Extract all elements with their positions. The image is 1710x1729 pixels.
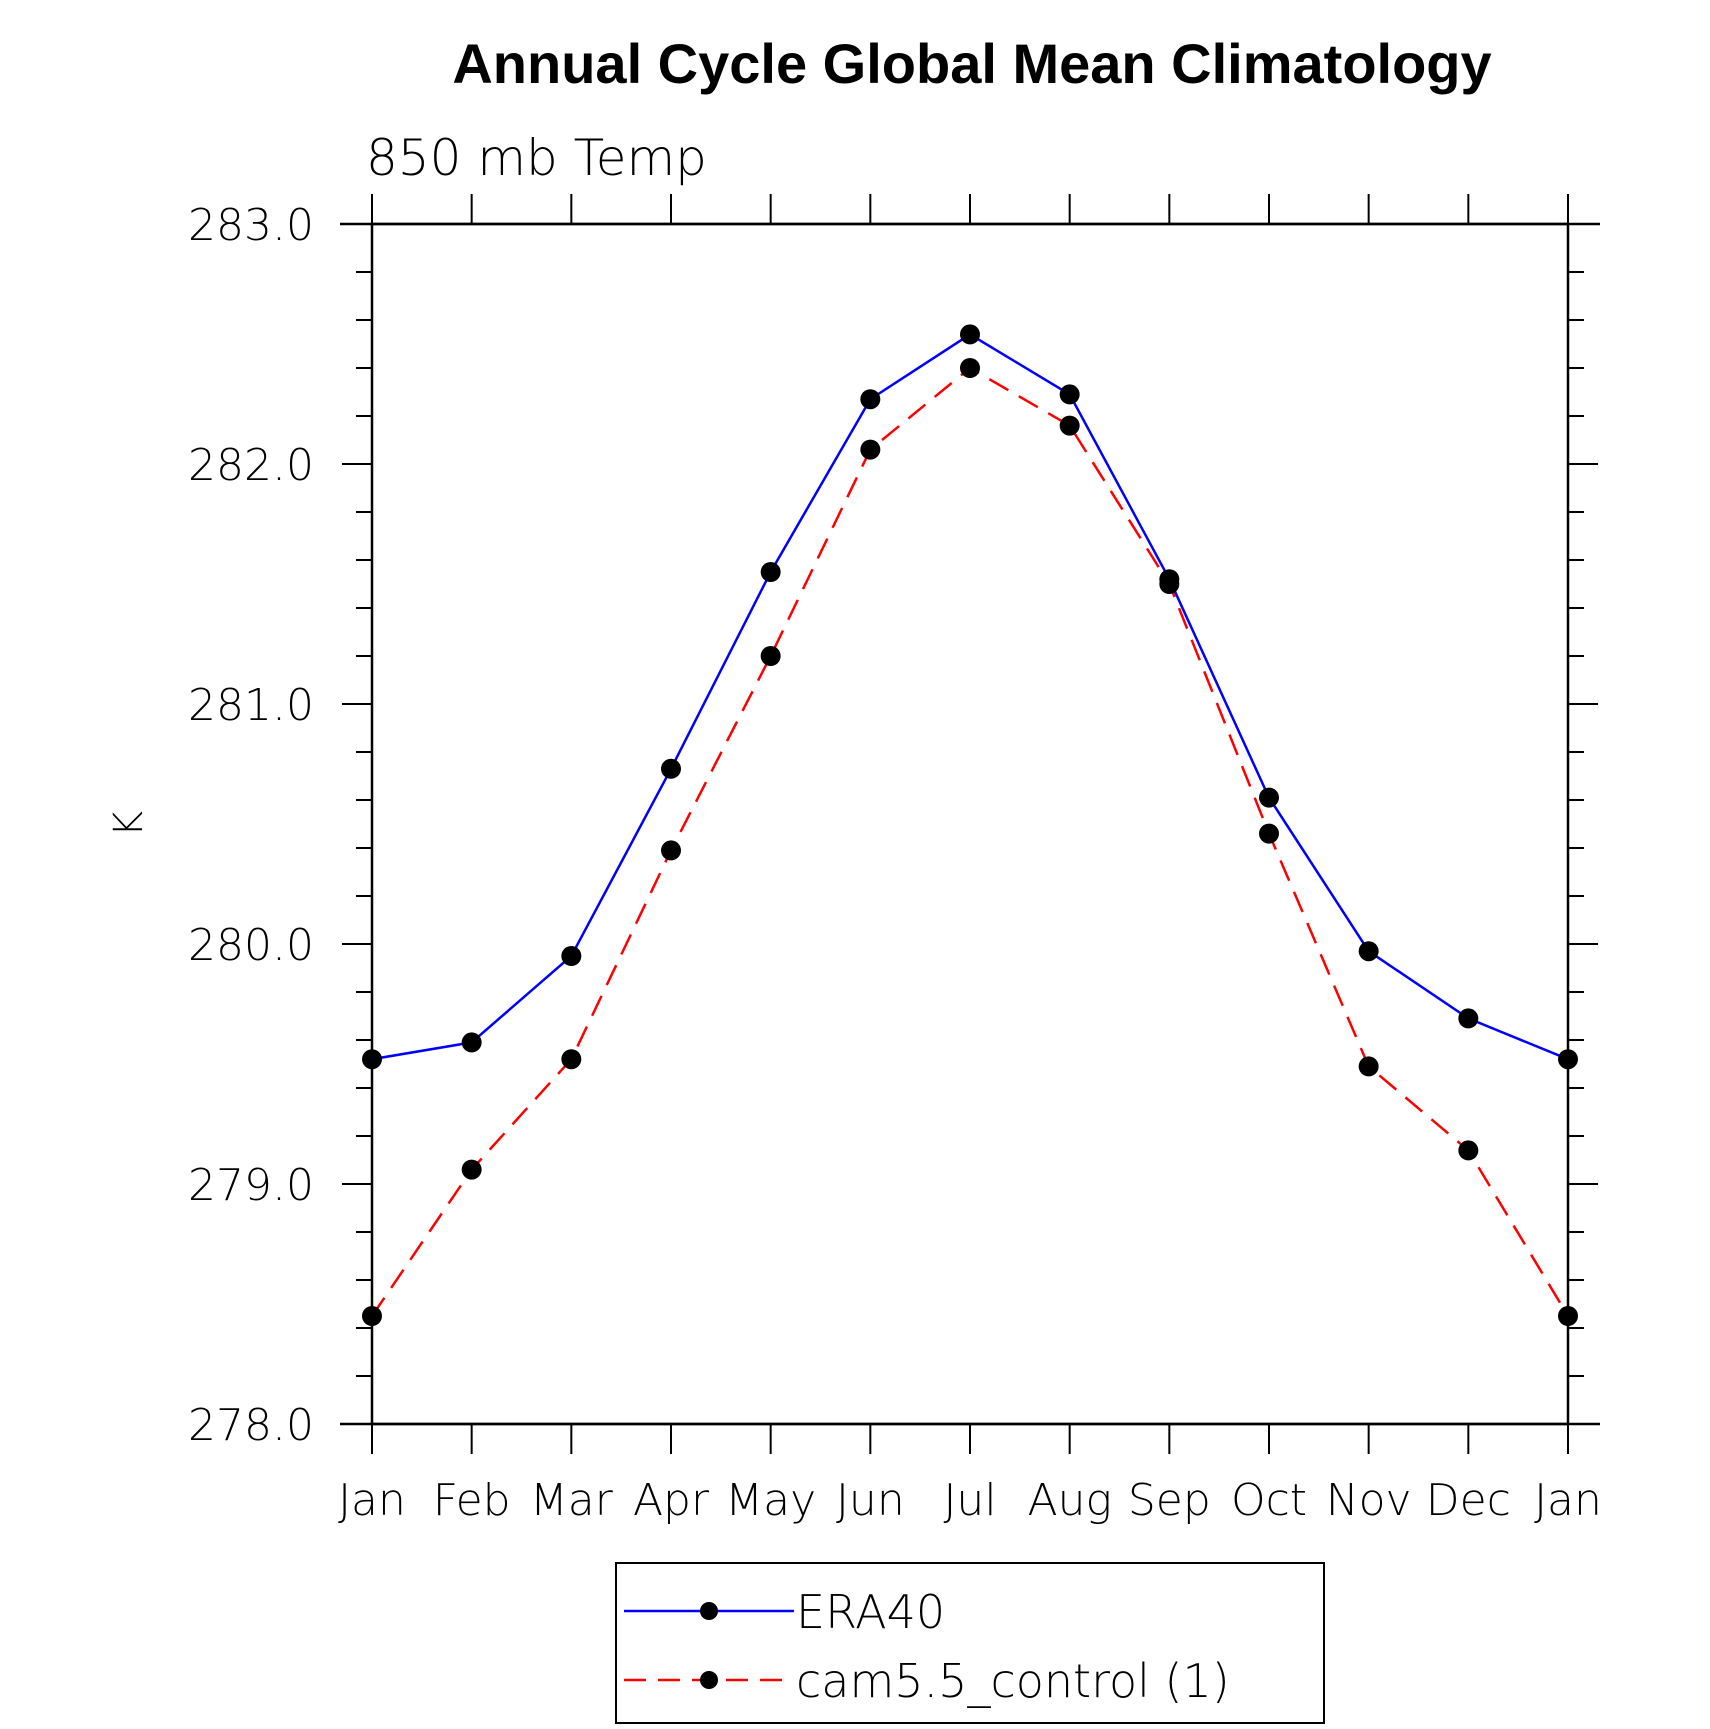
data-point-series-2 <box>561 1049 582 1070</box>
data-point-series-2 <box>860 439 881 460</box>
legend-label-2: cam5.5_control (1) <box>796 1654 1230 1708</box>
data-point-series-2 <box>1159 574 1180 594</box>
data-point-series-1 <box>362 1049 382 1070</box>
y-tick-label: 279.0 <box>188 1160 314 1211</box>
x-tick-label: Dec <box>1426 1475 1511 1526</box>
legend-marker-2 <box>700 1671 718 1689</box>
x-tick-label: Sep <box>1128 1475 1211 1526</box>
y-tick-label: 281.0 <box>188 680 314 731</box>
data-point-series-2 <box>1558 1306 1578 1326</box>
y-tick-label: 282.0 <box>188 440 314 491</box>
data-point-series-2 <box>362 1306 382 1326</box>
plot-frame <box>370 222 1570 1426</box>
chart-subtitle: 850 mb Temp <box>366 129 707 187</box>
data-point-series-1 <box>1059 384 1080 405</box>
legend: ERA40 cam5.5_control (1) <box>615 1562 1325 1724</box>
data-point-series-1 <box>561 946 582 966</box>
legend-marker-1 <box>700 1602 718 1620</box>
x-tick-label: May <box>725 1475 816 1526</box>
data-point-series-1 <box>461 1032 482 1053</box>
data-point-series-1 <box>1259 787 1279 808</box>
x-tick-label: Jun <box>836 1475 905 1526</box>
data-point-series-2 <box>960 358 980 378</box>
data-point-series-1 <box>1558 1049 1578 1070</box>
data-point-series-2 <box>1458 1140 1479 1161</box>
x-tick-label: Feb <box>433 1475 511 1526</box>
data-point-series-1 <box>661 758 681 779</box>
data-point-series-2 <box>1358 1056 1379 1077</box>
x-tick-label: Jan <box>338 1475 406 1526</box>
plot-area: 278.0 279.0 280.0 281.0 282.0 283.0 Jan Feb Mar A… <box>106 194 1602 1526</box>
series-line-2 <box>370 366 1570 1317</box>
x-tick-label: Jan <box>1534 1475 1602 1526</box>
data-point-series-1 <box>1358 941 1379 962</box>
y-tick-label: 280.0 <box>188 920 314 971</box>
legend-label-1: ERA40 <box>796 1585 945 1639</box>
y-tick-label: 283.0 <box>188 200 314 251</box>
y-tick-label: 278.0 <box>188 1400 314 1451</box>
x-tick-label: Apr <box>633 1475 710 1526</box>
data-point-series-2 <box>760 646 781 666</box>
x-tick-label: Jul <box>943 1475 996 1526</box>
data-point-series-1 <box>1458 1008 1479 1029</box>
x-tick-label: Oct <box>1231 1475 1307 1526</box>
x-tick-label: Aug <box>1027 1475 1111 1526</box>
data-point-series-2 <box>661 840 681 861</box>
data-point-series-1 <box>860 389 881 410</box>
series-line-1 <box>371 332 1569 1061</box>
data-point-series-2 <box>461 1159 482 1180</box>
data-point-series-2 <box>1059 415 1080 436</box>
data-point-series-1 <box>760 562 781 582</box>
data-point-series-2 <box>1259 823 1279 844</box>
chart-title: Annual Cycle Global Mean Climatology <box>452 32 1491 95</box>
x-tick-label: Mar <box>530 1475 614 1526</box>
legend-box <box>615 1562 1325 1724</box>
data-point-series-1 <box>960 324 980 345</box>
x-tick-label: Nov <box>1326 1475 1412 1526</box>
y-axis-label: K <box>106 811 152 837</box>
